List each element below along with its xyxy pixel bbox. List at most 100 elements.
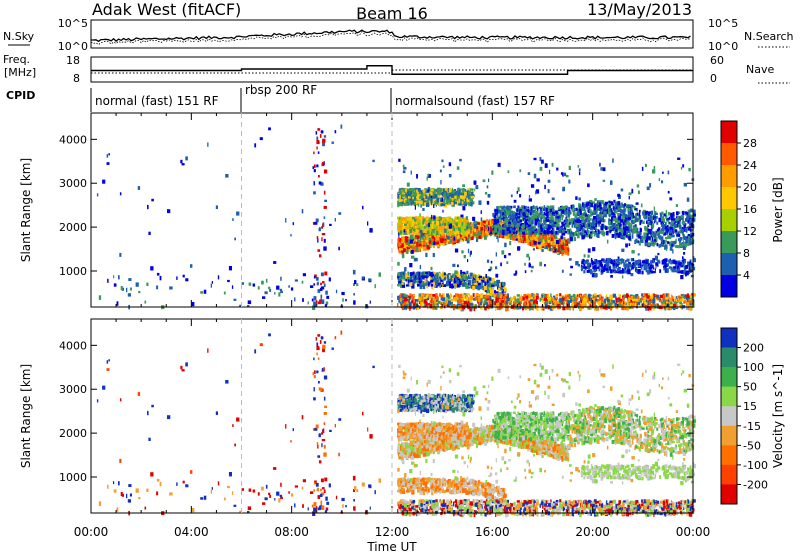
power-cell — [411, 243, 414, 247]
power-cell — [567, 294, 570, 297]
power-cell — [403, 199, 406, 203]
power-cell — [402, 226, 406, 231]
power-cell — [488, 283, 492, 288]
power-cell — [589, 301, 591, 306]
power-cell — [210, 283, 212, 288]
power-cell — [561, 251, 564, 256]
power-cell — [556, 301, 560, 304]
power-cell — [292, 222, 294, 226]
power-cell — [320, 282, 322, 286]
power-cell — [454, 222, 458, 227]
power-cell — [353, 300, 356, 305]
power-cell — [426, 245, 429, 250]
power-cell — [313, 296, 317, 301]
power-cell — [683, 300, 686, 304]
power-cell — [476, 277, 480, 282]
power-cell — [455, 293, 457, 297]
power-cell — [596, 294, 600, 298]
power-cell — [661, 302, 664, 306]
power-cell — [431, 228, 434, 233]
power-cell — [497, 279, 500, 284]
power-cell — [568, 258, 572, 261]
power-cell — [477, 282, 481, 286]
power-cell — [574, 301, 577, 305]
power-cell — [207, 142, 209, 147]
power-cell — [446, 273, 448, 277]
power-cell — [672, 303, 675, 308]
power-cell — [402, 170, 406, 174]
power-cell — [457, 217, 459, 220]
power-cell — [497, 286, 499, 290]
power-cell — [408, 236, 411, 240]
power-cell — [169, 286, 173, 290]
power-cell — [369, 300, 371, 304]
power-cell — [405, 273, 408, 278]
power-cell — [342, 298, 344, 302]
cpid-segment-rbsp: rbsp 200 RF — [245, 83, 317, 97]
power-cell — [440, 296, 443, 301]
power-cell — [584, 297, 587, 303]
power-cell — [571, 296, 573, 299]
power-cell — [524, 216, 527, 220]
power-cell — [430, 279, 434, 283]
power-cell — [632, 298, 635, 302]
power-cell — [536, 240, 538, 245]
power-cell — [503, 234, 507, 238]
power-cell — [541, 246, 544, 249]
power-cell — [477, 281, 480, 284]
frequency-panel: Freq. [MHz] 18 8 60 0 Nave — [3, 53, 790, 85]
power-cell — [465, 284, 469, 289]
power-cell — [540, 239, 542, 244]
power-cell — [453, 234, 456, 238]
power-cell — [488, 226, 492, 231]
power-cell — [404, 278, 407, 281]
power-cell — [487, 194, 491, 198]
power-cell — [629, 302, 631, 306]
power-cell — [414, 205, 416, 210]
power-cell — [465, 216, 468, 220]
power-cell — [458, 275, 461, 279]
power-cell — [412, 294, 416, 297]
power-cell — [398, 189, 402, 194]
power-cell — [508, 300, 512, 305]
power-cell — [569, 306, 571, 311]
power-cell — [487, 283, 490, 287]
power-cell — [457, 293, 460, 297]
power-cell — [397, 261, 400, 266]
power-cell — [472, 286, 476, 291]
power-cell — [146, 282, 149, 286]
power-cell — [414, 226, 417, 229]
power-cell — [600, 306, 603, 310]
power-cell — [609, 299, 612, 304]
power-cell — [461, 216, 463, 219]
power-cell — [497, 162, 501, 167]
power-cell — [443, 303, 446, 306]
power-cell — [645, 307, 647, 311]
power-cell — [442, 282, 444, 287]
power-cell — [320, 181, 323, 186]
power-cell — [401, 299, 404, 303]
power-cell — [462, 184, 465, 187]
power-cell — [444, 240, 447, 244]
power-cell — [478, 299, 481, 303]
power-cell — [527, 231, 530, 236]
power-cell — [454, 224, 456, 228]
power-cell — [585, 294, 588, 299]
power-cell — [435, 296, 439, 301]
power-cell — [447, 221, 451, 226]
power-cell — [552, 297, 555, 301]
power-cell — [412, 216, 416, 220]
power-cell — [554, 238, 557, 242]
power-cell — [436, 282, 439, 286]
power-cell — [412, 200, 414, 205]
power-cell — [604, 298, 606, 304]
power-cell — [459, 158, 462, 162]
power-cell — [466, 296, 468, 300]
power-cell — [407, 239, 410, 243]
power-cell — [680, 303, 683, 306]
power-cell — [500, 262, 502, 267]
power-cell — [440, 192, 442, 195]
power-cell — [558, 244, 561, 249]
power-cell — [463, 280, 466, 283]
power-cell — [176, 276, 178, 280]
